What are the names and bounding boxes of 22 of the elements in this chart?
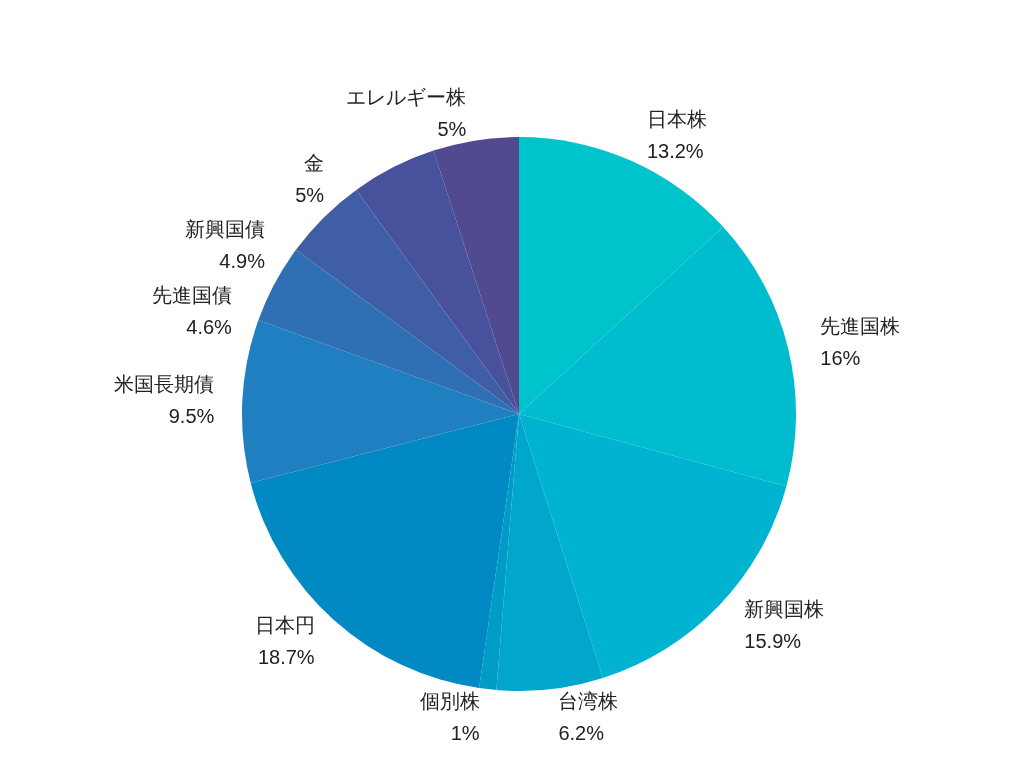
slice-label: 先進国債 — [151, 283, 232, 306]
data-label: 15.9% — [744, 629, 802, 652]
slice-label: 日本円 — [254, 613, 315, 636]
data-label: 6.2% — [558, 722, 605, 745]
slice-label: 台湾株 — [558, 690, 619, 713]
data-label: 9.5% — [168, 404, 215, 427]
slice-label: 金 — [304, 151, 325, 174]
data-label: 18.7% — [257, 645, 315, 668]
data-label: 1% — [450, 722, 480, 745]
slice-label: エレルギー株 — [346, 85, 467, 108]
data-label: 13.2% — [646, 139, 704, 162]
slice-label: 日本株 — [646, 107, 707, 130]
data-label: 5% — [437, 117, 467, 140]
data-label: 5% — [295, 183, 325, 206]
data-label: 16% — [820, 346, 861, 369]
data-label: 4.6% — [186, 315, 233, 338]
slice-label: 米国長期債 — [114, 372, 215, 395]
slice-label: 個別株 — [419, 690, 480, 713]
slice-label: 新興国株 — [744, 597, 825, 620]
slice-label: 新興国債 — [184, 217, 265, 240]
data-label: 4.9% — [219, 249, 266, 272]
slice-label: 先進国株 — [820, 314, 901, 337]
